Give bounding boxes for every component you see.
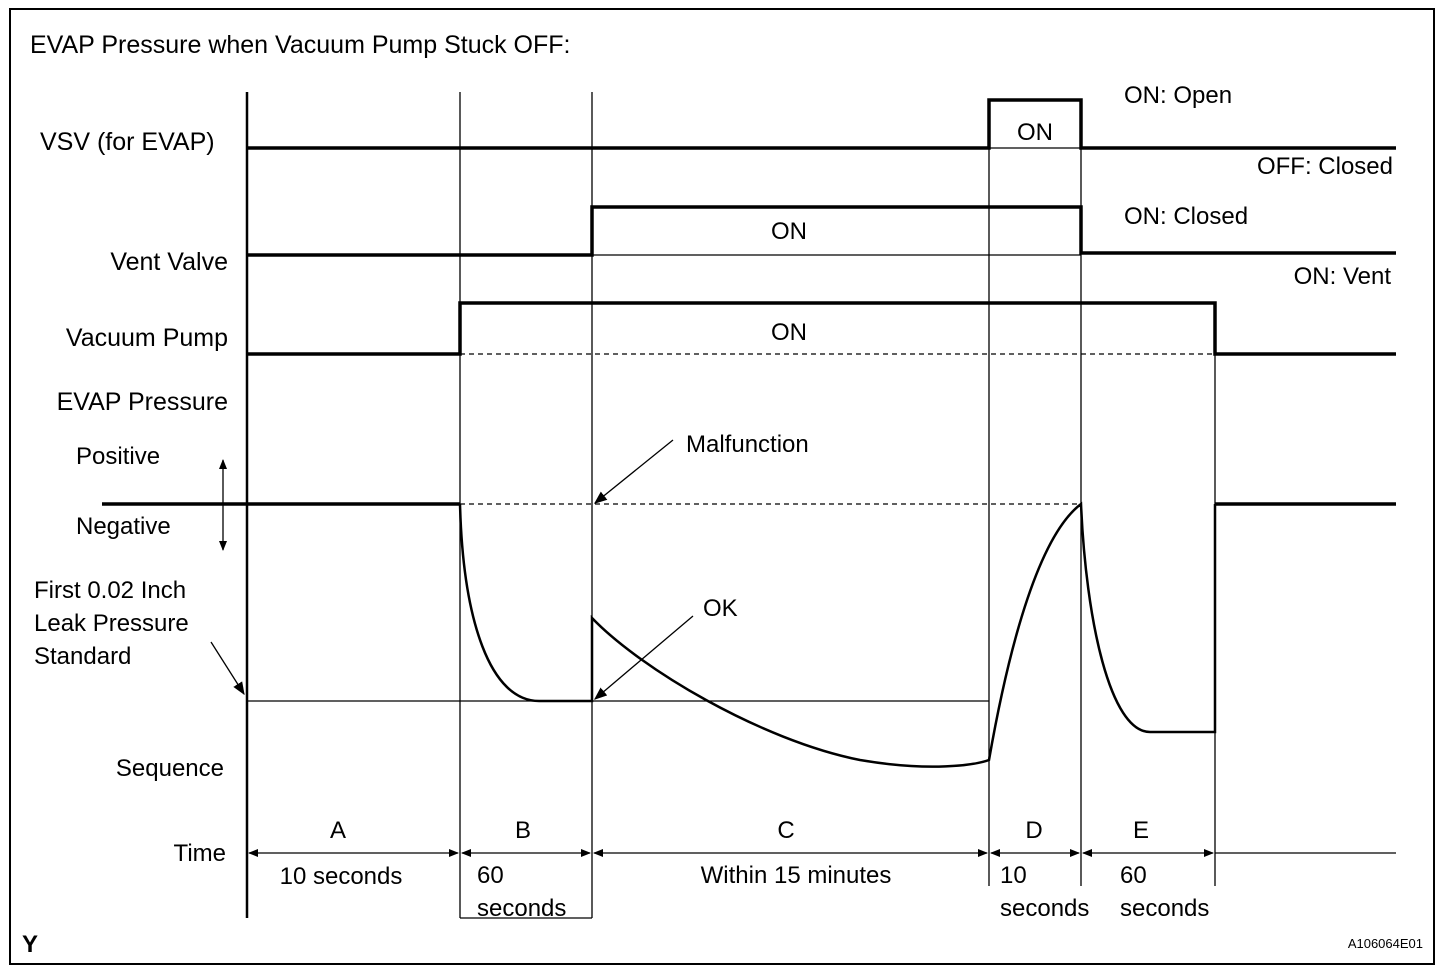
- vsv-state-on: ON: Open: [1124, 82, 1232, 109]
- vsv-pulse-label: ON: [1017, 119, 1053, 146]
- corner-mark: Y: [22, 931, 38, 958]
- ok-pointer-arrow: [594, 615, 694, 700]
- vsv-label: VSV (for EVAP): [40, 128, 215, 156]
- phase-duration-d-line1: 10: [1000, 862, 1027, 889]
- vsv-state-off: OFF: Closed: [1257, 153, 1393, 180]
- phase-letter-e: E: [1133, 817, 1149, 844]
- figure-frame: [9, 8, 1435, 965]
- time-label: Time: [174, 840, 226, 867]
- standard-label-line2: Leak Pressure: [34, 610, 189, 637]
- evap-pressure-curve: [458, 501, 1217, 768]
- phase-letter-b: B: [515, 817, 531, 844]
- sequence-label: Sequence: [116, 755, 224, 782]
- phase-duration-d-line2: seconds: [1000, 895, 1089, 922]
- diagram-title: EVAP Pressure when Vacuum Pump Stuck OFF…: [30, 31, 571, 59]
- malfunction-label: Malfunction: [686, 431, 809, 458]
- vent-valve-state-on: ON: Closed: [1124, 203, 1248, 230]
- vent-valve-pulse-label: ON: [771, 218, 807, 245]
- vent-valve-label: Vent Valve: [110, 248, 228, 276]
- vacuum-pump-pulse-label: ON: [771, 319, 807, 346]
- vacuum-pump-signal-line: [247, 301, 1396, 356]
- figure-id: A106064E01: [1348, 936, 1423, 951]
- standard-pointer-arrow: [210, 641, 245, 696]
- standard-label-line3: Standard: [34, 643, 131, 670]
- phase-letter-d: D: [1025, 817, 1042, 844]
- phase-duration-a: 10 seconds: [280, 863, 403, 890]
- phase-duration-e-line1: 60: [1120, 862, 1147, 889]
- phase-letter-a: A: [330, 817, 346, 844]
- vacuum-pump-label: Vacuum Pump: [66, 324, 228, 352]
- standard-label-line1: First 0.02 Inch: [34, 577, 186, 604]
- positive-label: Positive: [76, 443, 160, 470]
- malfunction-pointer-arrow: [593, 439, 674, 504]
- negative-label: Negative: [76, 513, 171, 540]
- phase-letter-c: C: [777, 817, 794, 844]
- ok-label: OK: [703, 595, 738, 622]
- phase-duration-e-line2: seconds: [1120, 895, 1209, 922]
- vent-valve-signal-line: [247, 205, 1396, 257]
- vent-valve-state-off: ON: Vent: [1294, 263, 1392, 290]
- phase-duration-c: Within 15 minutes: [701, 862, 892, 889]
- evap-pressure-label: EVAP Pressure: [57, 388, 228, 416]
- vsv-signal-line: [247, 98, 1396, 150]
- phase-duration-b-line1: 60: [477, 862, 504, 889]
